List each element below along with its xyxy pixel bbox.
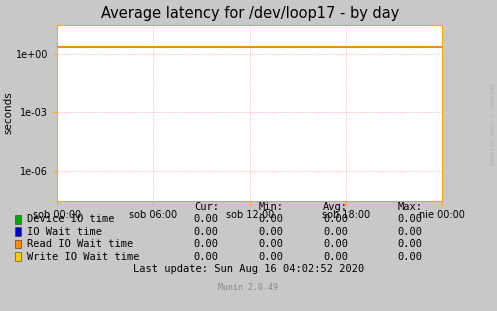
Text: RRDTOOL / TOBI OETIKER: RRDTOOL / TOBI OETIKER bbox=[489, 83, 494, 166]
Text: 0.00: 0.00 bbox=[258, 252, 283, 262]
Text: 0.00: 0.00 bbox=[398, 252, 422, 262]
Text: Max:: Max: bbox=[398, 202, 422, 212]
Text: 0.00: 0.00 bbox=[398, 239, 422, 249]
Text: 0.00: 0.00 bbox=[194, 214, 219, 224]
Text: 0.00: 0.00 bbox=[258, 239, 283, 249]
Text: 0.00: 0.00 bbox=[323, 227, 348, 237]
Text: Write IO Wait time: Write IO Wait time bbox=[27, 252, 140, 262]
Text: Device IO time: Device IO time bbox=[27, 214, 115, 224]
Title: Average latency for /dev/loop17 - by day: Average latency for /dev/loop17 - by day bbox=[100, 6, 399, 21]
Text: 0.00: 0.00 bbox=[398, 227, 422, 237]
Text: 0.00: 0.00 bbox=[323, 239, 348, 249]
Text: 0.00: 0.00 bbox=[194, 252, 219, 262]
Text: 0.00: 0.00 bbox=[258, 227, 283, 237]
Text: 0.00: 0.00 bbox=[398, 214, 422, 224]
Text: 0.00: 0.00 bbox=[323, 252, 348, 262]
Text: Cur:: Cur: bbox=[194, 202, 219, 212]
Text: 0.00: 0.00 bbox=[323, 214, 348, 224]
Text: 0.00: 0.00 bbox=[258, 214, 283, 224]
Text: 0.00: 0.00 bbox=[194, 239, 219, 249]
Text: Avg:: Avg: bbox=[323, 202, 348, 212]
Y-axis label: seconds: seconds bbox=[3, 91, 13, 134]
Text: 0.00: 0.00 bbox=[194, 227, 219, 237]
Text: IO Wait time: IO Wait time bbox=[27, 227, 102, 237]
Text: Read IO Wait time: Read IO Wait time bbox=[27, 239, 134, 249]
Text: Min:: Min: bbox=[258, 202, 283, 212]
Text: Munin 2.0.49: Munin 2.0.49 bbox=[219, 283, 278, 292]
Text: Last update: Sun Aug 16 04:02:52 2020: Last update: Sun Aug 16 04:02:52 2020 bbox=[133, 264, 364, 274]
